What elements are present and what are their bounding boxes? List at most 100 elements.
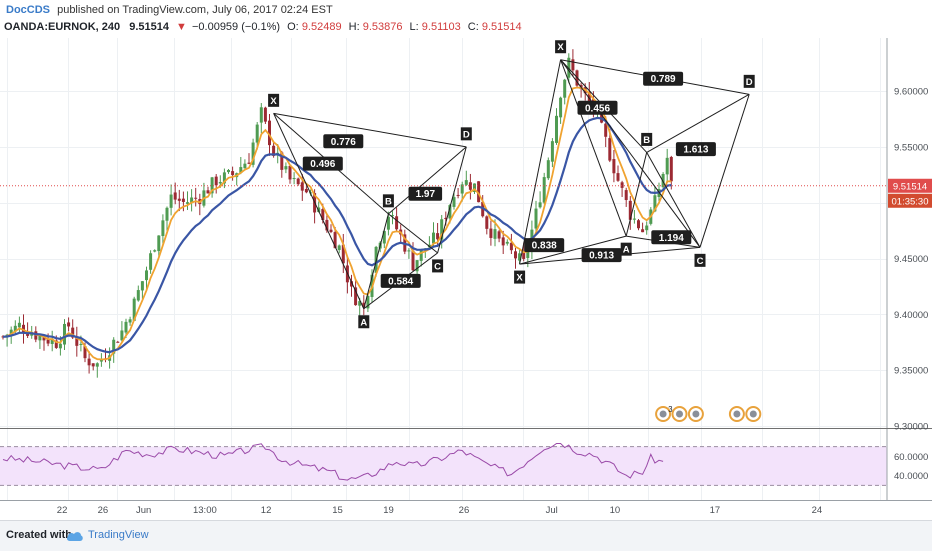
pattern-leg [388, 213, 438, 254]
candle-body [407, 250, 411, 252]
candle-body [534, 208, 538, 229]
pattern-point-label: X [516, 273, 523, 284]
event-count-label: 3 [668, 405, 673, 414]
pattern-leg [363, 213, 389, 309]
event-markers: 3 [655, 405, 762, 422]
event-marker-center [692, 410, 700, 418]
candle-body [186, 202, 189, 204]
candle-body [628, 200, 632, 220]
candle-body [268, 120, 271, 146]
candle-body [157, 235, 161, 252]
candle-body [54, 340, 58, 348]
pattern-ratio-label: 1.97 [416, 189, 436, 200]
candle-body [567, 57, 571, 78]
horizontal-grid [0, 91, 887, 427]
tradingview-brand[interactable]: TradingView [88, 529, 149, 541]
candle-body [239, 167, 243, 173]
down-arrow-icon: ▼ [176, 21, 187, 33]
pattern-point-label: D [746, 77, 753, 88]
candle-body [181, 198, 185, 202]
candle-body [555, 115, 558, 143]
candle-body [563, 79, 567, 98]
candle-body [612, 159, 616, 174]
price-tags: 9.51514 01:35:30 [888, 178, 932, 208]
rsi-axis[interactable]: 60.0000 40.0000 [894, 452, 928, 482]
candle-body [22, 324, 25, 333]
low-value: 9.51103 [422, 21, 461, 33]
candle-body [665, 157, 669, 175]
candle-body [538, 202, 542, 208]
candle-body [206, 190, 210, 194]
author-name[interactable]: DocCDS [6, 4, 50, 16]
time-tick-label: 22 [57, 505, 68, 516]
candle-body [325, 219, 329, 231]
pattern-point-label: D [463, 129, 470, 140]
pattern-ratio-label: 0.913 [589, 251, 614, 262]
pattern-ratio-label: 0.496 [310, 159, 335, 170]
candle-body [608, 138, 612, 161]
high-label: H: [349, 21, 360, 33]
time-tick-label: 17 [710, 505, 721, 516]
candle-body [571, 59, 575, 71]
candle-body [116, 341, 120, 343]
candle-body [75, 336, 79, 346]
pattern-ratio-label: 0.838 [532, 241, 557, 252]
last-price: 9.51514 [129, 21, 170, 33]
candle-body [38, 335, 42, 341]
candle-body [50, 339, 54, 344]
pattern-point-label: X [270, 96, 277, 107]
candle-body [669, 156, 673, 182]
candle-body [493, 229, 497, 239]
candle-body [444, 217, 448, 219]
candle-body [550, 141, 554, 162]
pattern-point-label: A [623, 245, 630, 256]
candle-body [546, 160, 550, 179]
pattern-point-badge [641, 132, 653, 146]
candle-body [222, 172, 226, 184]
candle-body [358, 301, 362, 306]
candle-body [632, 218, 636, 220]
open-label: O: [287, 21, 299, 33]
pattern-point-label: A [360, 317, 367, 328]
time-axis[interactable]: 22 26 Jun 13:00 12 15 19 26 Jul 10 17 24 [57, 505, 822, 516]
candle-body [247, 162, 251, 164]
pattern-ratio-badge [408, 186, 443, 201]
candle-body [641, 229, 645, 233]
candle-body [653, 195, 657, 212]
candle-body [514, 251, 517, 259]
candle-body [329, 229, 333, 233]
time-tick-label: 15 [332, 505, 343, 516]
countdown-tag-text: 01:35:30 [892, 196, 929, 207]
candle-body [177, 198, 181, 201]
price-tick-label: 9.60000 [894, 87, 928, 98]
pattern-leg [273, 112, 467, 148]
candle-body [509, 242, 513, 251]
candle-body [366, 295, 370, 309]
candle-body [194, 197, 198, 199]
price-tick-label: 9.35000 [894, 366, 928, 377]
pattern-point-label: B [385, 196, 392, 207]
candle-body [604, 123, 608, 137]
footer-bar: Created with TradingView [0, 520, 932, 551]
candle-body [145, 270, 148, 281]
candle-body [341, 244, 345, 264]
pattern-ratio-label: 0.789 [651, 74, 676, 85]
candle-body [79, 343, 83, 345]
pattern-ratio-label: 0.456 [585, 103, 610, 114]
pattern-leg [273, 113, 365, 309]
pattern-point-label: B [643, 135, 650, 146]
candle-body [9, 329, 13, 336]
candle-body [456, 194, 460, 196]
event-marker-center [749, 410, 757, 418]
candle-body [477, 181, 481, 203]
created-with-text: Created with [6, 529, 73, 541]
candle-body [95, 363, 99, 367]
symbol-label: OANDA:EURNOK, 240 [4, 21, 120, 33]
candle-body [382, 231, 386, 244]
candle-body [637, 220, 640, 229]
candle-body [190, 197, 194, 203]
time-tick-label: 26 [98, 505, 109, 516]
pattern-ratio-badge [323, 134, 364, 149]
pattern-leg [625, 152, 648, 237]
candle-body [63, 323, 66, 345]
